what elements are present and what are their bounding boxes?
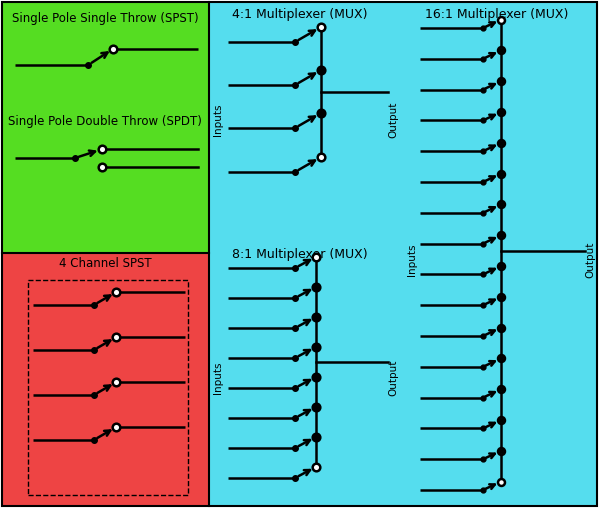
Text: Inputs: Inputs <box>407 244 417 276</box>
Bar <box>2 2 209 253</box>
Text: Output: Output <box>388 102 398 138</box>
Text: Single Pole Double Throw (SPDT): Single Pole Double Throw (SPDT) <box>8 115 202 128</box>
Text: 4:1 Multiplexer (MUX): 4:1 Multiplexer (MUX) <box>232 8 368 21</box>
Text: Output: Output <box>585 242 595 278</box>
Bar <box>209 2 597 506</box>
Text: Inputs: Inputs <box>213 104 223 136</box>
Text: 8:1 Multiplexer (MUX): 8:1 Multiplexer (MUX) <box>232 248 368 261</box>
Text: 4 Channel SPST: 4 Channel SPST <box>59 257 152 270</box>
Text: Inputs: Inputs <box>213 362 223 394</box>
Bar <box>2 253 209 506</box>
Text: Single Pole Single Throw (SPST): Single Pole Single Throw (SPST) <box>12 12 198 25</box>
Bar <box>28 280 188 495</box>
Text: 16:1 Multiplexer (MUX): 16:1 Multiplexer (MUX) <box>425 8 568 21</box>
Text: Output: Output <box>388 360 398 396</box>
